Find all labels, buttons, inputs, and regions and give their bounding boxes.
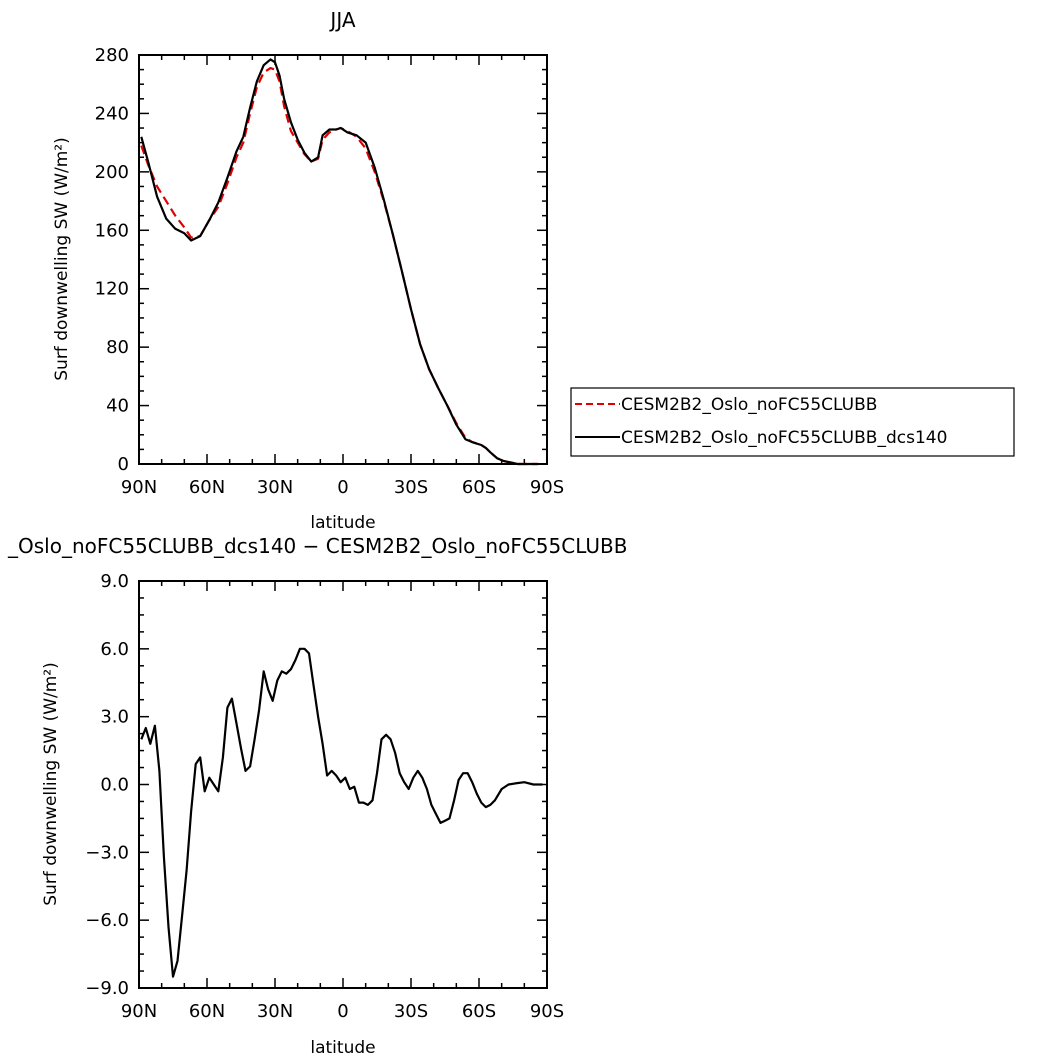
legend-label-series-2: CESM2B2_Oslo_noFC55CLUBB_dcs140 bbox=[621, 428, 947, 448]
bottom-y-tick-label: 0.0 bbox=[100, 775, 129, 796]
legend-label-series-1: CESM2B2_Oslo_noFC55CLUBB bbox=[621, 395, 877, 415]
top-y-tick-label: 240 bbox=[95, 103, 129, 124]
bottom-y-tick-label: −3.0 bbox=[85, 842, 129, 863]
top-x-tick-label: 60N bbox=[189, 477, 225, 498]
legend: CESM2B2_Oslo_noFC55CLUBB CESM2B2_Oslo_no… bbox=[570, 387, 1015, 457]
top-y-tick-label: 200 bbox=[95, 162, 129, 183]
bottom-x-tick-label: 90N bbox=[121, 1001, 157, 1022]
bottom-y-tick-label: 9.0 bbox=[100, 571, 129, 592]
top-series-line-2 bbox=[140, 58, 538, 466]
top-y-tick-label: 160 bbox=[95, 220, 129, 241]
top-x-tick-label: 60S bbox=[462, 477, 496, 498]
bottom-y-tick-label: 3.0 bbox=[100, 707, 129, 728]
top-y-tick-label: 120 bbox=[95, 279, 129, 300]
top-plot-frame bbox=[138, 54, 548, 465]
top-y-tick-label: 40 bbox=[106, 396, 129, 417]
bottom-x-tick-label: 0 bbox=[337, 1001, 348, 1022]
top-y-tick-label: 0 bbox=[118, 454, 129, 475]
bottom-x-tick-label: 30S bbox=[394, 1001, 428, 1022]
bottom-y-tick-label: −6.0 bbox=[85, 910, 129, 931]
top-y-tick-label: 80 bbox=[106, 337, 129, 358]
top-y-axis-label: Surf downwelling SW (W/m²) bbox=[52, 137, 72, 381]
legend-box bbox=[570, 387, 1015, 457]
top-x-tick-label: 0 bbox=[337, 477, 348, 498]
top-x-axis-label: latitude bbox=[310, 513, 375, 533]
bottom-plot-frame bbox=[138, 580, 548, 989]
bottom-panel: _Oslo_noFC55CLUBB_dcs140 − CESM2B2_Oslo_… bbox=[7, 534, 627, 1058]
top-y-tick-label: 280 bbox=[95, 45, 129, 66]
top-x-tick-label: 30N bbox=[257, 477, 293, 498]
top-x-tick-label: 90N bbox=[121, 477, 157, 498]
top-panel: JJA 90N 60N 30N 0 30S 60S 90S 0 40 80 120 160 200 240… bbox=[52, 8, 564, 533]
bottom-y-axis-label: Surf downwelling SW (W/m²) bbox=[41, 662, 61, 906]
top-x-tick-label: 30S bbox=[394, 477, 428, 498]
top-chart-title: JJA bbox=[328, 8, 355, 32]
bottom-y-tick-label: 6.0 bbox=[100, 639, 129, 660]
bottom-x-tick-label: 60N bbox=[189, 1001, 225, 1022]
bottom-y-tick-label: −9.0 bbox=[85, 978, 129, 999]
bottom-x-axis-label: latitude bbox=[310, 1038, 375, 1058]
bottom-x-tick-label: 60S bbox=[462, 1001, 496, 1022]
bottom-x-tick-label: 30N bbox=[257, 1001, 293, 1022]
top-x-tick-label: 90S bbox=[530, 477, 564, 498]
bottom-series-line-1 bbox=[140, 647, 543, 978]
bottom-chart-title: _Oslo_noFC55CLUBB_dcs140 − CESM2B2_Oslo_… bbox=[7, 534, 627, 558]
bottom-x-tick-label: 90S bbox=[530, 1001, 564, 1022]
